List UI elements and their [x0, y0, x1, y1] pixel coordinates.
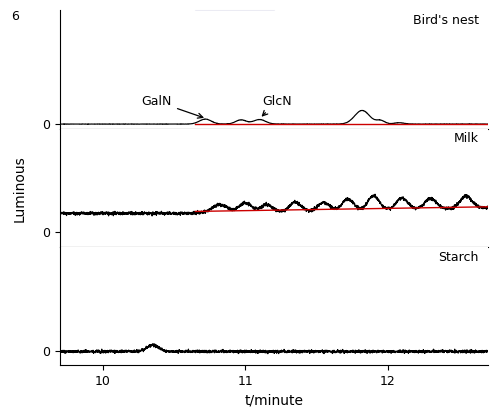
Text: Luminous: Luminous: [12, 156, 26, 222]
Text: Milk: Milk: [454, 132, 479, 145]
X-axis label: t/minute: t/minute: [244, 394, 303, 408]
Text: GalN: GalN: [142, 95, 203, 118]
Text: 6: 6: [12, 10, 20, 24]
Text: Bird's nest: Bird's nest: [413, 14, 479, 27]
Text: GlcN: GlcN: [262, 95, 292, 116]
Text: Starch: Starch: [438, 251, 479, 264]
